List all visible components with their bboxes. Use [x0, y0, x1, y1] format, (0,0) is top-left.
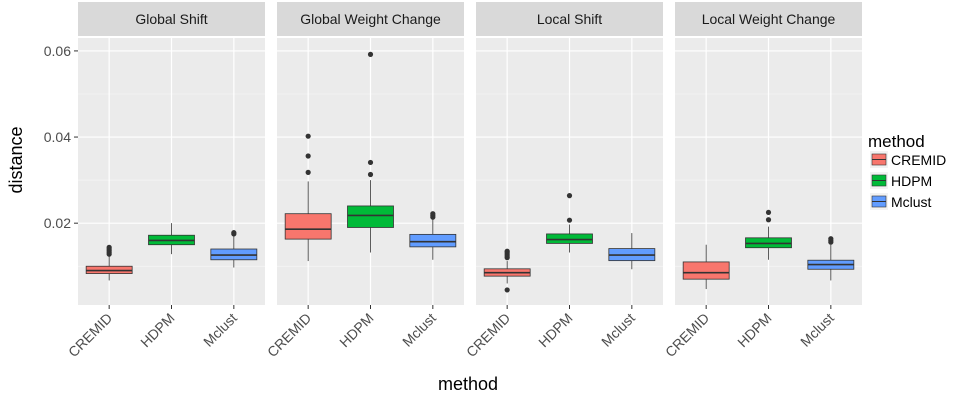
- facet-title: Local Weight Change: [702, 11, 836, 27]
- boxplot-cremid: [284, 133, 332, 262]
- boxplot-cremid: [483, 248, 531, 293]
- facet-strip: [277, 2, 464, 36]
- boxplot-mclust: [807, 236, 855, 281]
- outlier-point: [367, 171, 374, 178]
- x-tick-label: Mclust: [598, 310, 638, 350]
- legend: method CREMID HDPM Mclust: [868, 132, 946, 210]
- legend-label: Mclust: [891, 194, 932, 210]
- outlier-point: [305, 153, 311, 159]
- boxplot-hdpm: [347, 51, 394, 253]
- outlier-point: [566, 217, 573, 223]
- y-tick-label: 0.04: [44, 129, 71, 145]
- box-iqr: [409, 233, 457, 248]
- outlier-point: [430, 211, 436, 217]
- box-iqr: [682, 261, 730, 280]
- x-tick-label: CREMID: [662, 310, 712, 360]
- outlier-point: [106, 244, 112, 250]
- outlier-point: [828, 236, 834, 242]
- x-tick-label: HDPM: [336, 310, 376, 350]
- outlier-point: [231, 230, 237, 236]
- boxplot-cremid: [682, 244, 730, 290]
- outlier-point: [305, 133, 311, 139]
- legend-title: method: [868, 132, 925, 151]
- facet-title: Global Weight Change: [300, 11, 441, 27]
- x-tick-label: CREMID: [264, 310, 314, 360]
- outlier-point: [367, 51, 374, 57]
- outlier-point: [765, 209, 772, 216]
- facet-panel: Global Shift CREMID HDPM Mclust: [65, 2, 265, 360]
- x-axis-title: method: [438, 374, 498, 394]
- boxplot-hdpm: [148, 223, 195, 255]
- y-tick-label: 0.02: [44, 215, 71, 231]
- box-iqr: [347, 205, 394, 228]
- x-tick-label: HDPM: [535, 310, 575, 350]
- legend-label: HDPM: [891, 173, 932, 189]
- x-tick-label: HDPM: [137, 310, 177, 350]
- outlier-point: [765, 217, 772, 223]
- outlier-point: [504, 287, 510, 293]
- x-tick-label: CREMID: [65, 310, 115, 360]
- boxplot-mclust: [210, 230, 258, 268]
- facet-panel: Local Shift CREMID HDPM Mclust: [463, 2, 663, 360]
- boxplot-cremid: [85, 244, 133, 281]
- x-tick-label: HDPM: [734, 310, 774, 350]
- boxplot-mclust: [608, 233, 656, 270]
- x-tick-label: Mclust: [797, 310, 837, 350]
- outlier-point: [367, 159, 374, 166]
- legend-label: CREMID: [891, 152, 946, 168]
- facet-strip: [78, 2, 265, 36]
- boxplot-hdpm: [546, 193, 593, 253]
- boxplot-mclust: [409, 211, 457, 260]
- boxplot-hdpm: [745, 209, 792, 260]
- facet-strip: [675, 2, 862, 36]
- box-iqr: [546, 233, 593, 244]
- x-tick-label: CREMID: [463, 310, 513, 360]
- outlier-point: [566, 193, 573, 199]
- y-axis-title: distance: [6, 126, 26, 193]
- facet-strip: [476, 2, 663, 36]
- outlier-point: [305, 169, 311, 175]
- facet-title: Global Shift: [135, 11, 207, 27]
- x-tick-label: Mclust: [399, 310, 439, 350]
- x-tick-label: Mclust: [200, 310, 240, 350]
- y-axis: 0.02 0.04 0.06: [44, 43, 78, 231]
- facet-panel: Global Weight Change CREMID HDPM Mclust: [264, 2, 464, 360]
- outlier-point: [504, 248, 510, 254]
- y-tick-label: 0.06: [44, 43, 71, 59]
- facet-panel: Local Weight Change CREMID HDPM Mclust: [662, 2, 862, 360]
- facet-title: Local Shift: [537, 11, 602, 27]
- box-iqr: [284, 213, 332, 240]
